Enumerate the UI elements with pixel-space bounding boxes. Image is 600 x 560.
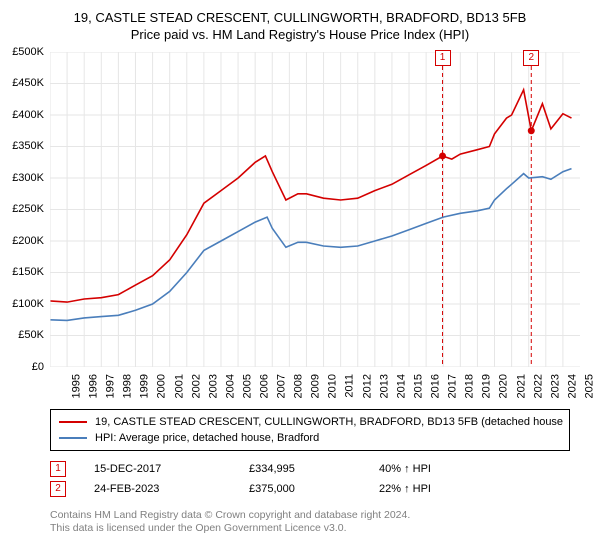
marker-number-box: 1: [50, 461, 66, 477]
chart-title-line2: Price paid vs. HM Land Registry's House …: [0, 27, 600, 44]
y-axis-tick-label: £100K: [12, 298, 44, 310]
x-axis-tick-label: 1998: [122, 374, 134, 398]
y-axis-tick-label: £250K: [12, 203, 44, 215]
x-axis-tick-label: 2015: [412, 374, 424, 398]
x-axis-tick-label: 2016: [430, 374, 442, 398]
legend-swatch: [59, 437, 87, 439]
x-axis-tick-label: 1996: [88, 374, 100, 398]
x-axis-tick-label: 2025: [583, 374, 595, 398]
y-axis-tick-label: £200K: [12, 235, 44, 247]
marker-table: 1 15-DEC-2017£334,99540% ↑ HPI 2 24-FEB-202…: [50, 459, 580, 499]
x-axis-tick-label: 2010: [327, 374, 339, 398]
marker-pct: 40% ↑ HPI: [379, 463, 489, 475]
chart-title-line1: 19, CASTLE STEAD CRESCENT, CULLINGWORTH,…: [0, 10, 600, 27]
chart-event-marker: 1: [435, 50, 451, 66]
marker-row: 2 24-FEB-2023£375,00022% ↑ HPI: [50, 479, 580, 499]
x-axis-tick-label: 2013: [378, 374, 390, 398]
x-axis-tick-label: 2022: [532, 374, 544, 398]
y-axis-tick-label: £0: [32, 361, 44, 373]
x-axis-tick-label: 2002: [190, 374, 202, 398]
y-axis-tick-label: £50K: [18, 329, 44, 341]
x-axis-tick-label: 2019: [481, 374, 493, 398]
x-axis-tick-label: 2001: [173, 374, 185, 398]
x-axis-tick-label: 2000: [156, 374, 168, 398]
x-axis-tick-label: 2018: [464, 374, 476, 398]
marker-price: £334,995: [249, 463, 379, 475]
legend-label: 19, CASTLE STEAD CRESCENT, CULLINGWORTH,…: [95, 416, 563, 428]
legend: 19, CASTLE STEAD CRESCENT, CULLINGWORTH,…: [50, 409, 570, 451]
chart-svg: [50, 52, 580, 367]
footer-line2: This data is licensed under the Open Gov…: [50, 522, 580, 536]
marker-date: 15-DEC-2017: [94, 463, 249, 475]
marker-price: £375,000: [249, 483, 379, 495]
x-axis-tick-label: 2012: [361, 374, 373, 398]
x-axis-tick-label: 1995: [70, 374, 82, 398]
x-axis-tick-label: 2006: [259, 374, 271, 398]
x-axis-tick-label: 2011: [343, 374, 355, 398]
marker-number-box: 2: [50, 481, 66, 497]
x-axis-tick-label: 2021: [515, 374, 527, 398]
y-axis-tick-label: £150K: [12, 266, 44, 278]
legend-row: 19, CASTLE STEAD CRESCENT, CULLINGWORTH,…: [59, 414, 561, 430]
x-axis-tick-label: 1999: [139, 374, 151, 398]
x-axis-tick-label: 2007: [276, 374, 288, 398]
y-axis-tick-label: £450K: [12, 77, 44, 89]
footer-line1: Contains HM Land Registry data © Crown c…: [50, 509, 580, 523]
x-axis-tick-label: 2020: [498, 374, 510, 398]
x-axis-tick-label: 2024: [566, 374, 578, 398]
x-axis-tick-label: 2005: [241, 374, 253, 398]
legend-swatch: [59, 421, 87, 423]
y-axis-tick-label: £350K: [12, 140, 44, 152]
chart-area: £0£50K£100K£150K£200K£250K£300K£350K£400…: [50, 52, 580, 367]
x-axis-tick-label: 2023: [549, 374, 561, 398]
marker-row: 1 15-DEC-2017£334,99540% ↑ HPI: [50, 459, 580, 479]
x-axis-tick-label: 2004: [224, 374, 236, 398]
x-axis-tick-label: 2009: [310, 374, 322, 398]
marker-pct: 22% ↑ HPI: [379, 483, 489, 495]
chart-event-marker: 2: [523, 50, 539, 66]
footer: Contains HM Land Registry data © Crown c…: [50, 509, 580, 536]
legend-row: HPI: Average price, detached house, Brad…: [59, 430, 561, 446]
marker-date: 24-FEB-2023: [94, 483, 249, 495]
legend-label: HPI: Average price, detached house, Brad…: [95, 432, 319, 444]
x-axis-tick-label: 2008: [293, 374, 305, 398]
y-axis-tick-label: £500K: [12, 46, 44, 58]
x-axis-tick-label: 2003: [207, 374, 219, 398]
chart-title-block: 19, CASTLE STEAD CRESCENT, CULLINGWORTH,…: [0, 0, 600, 44]
x-axis-tick-label: 1997: [105, 374, 117, 398]
y-axis-tick-label: £300K: [12, 172, 44, 184]
x-axis-tick-label: 2017: [447, 374, 459, 398]
x-axis-tick-label: 2014: [395, 374, 407, 398]
y-axis-tick-label: £400K: [12, 109, 44, 121]
